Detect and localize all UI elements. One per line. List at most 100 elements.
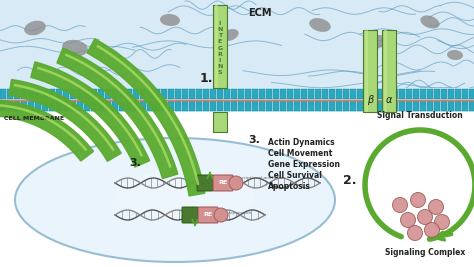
Text: Actin Dynamics: Actin Dynamics	[268, 138, 335, 147]
Bar	[140, 89, 146, 99]
Bar	[336, 89, 342, 99]
Bar	[133, 89, 139, 99]
Bar	[434, 89, 440, 99]
Bar	[385, 101, 391, 111]
Bar	[462, 101, 468, 111]
Bar	[224, 101, 230, 111]
Bar	[315, 101, 321, 111]
Bar	[392, 101, 398, 111]
Bar	[91, 101, 97, 111]
Bar	[217, 101, 223, 111]
Bar	[231, 101, 237, 111]
Bar	[266, 89, 272, 99]
Bar	[357, 89, 363, 99]
FancyBboxPatch shape	[198, 207, 218, 223]
Bar	[189, 89, 195, 99]
Bar	[420, 101, 426, 111]
Text: Transcriptional repression: Transcriptional repression	[195, 211, 251, 215]
Bar	[7, 101, 13, 111]
Bar	[70, 89, 76, 99]
Bar	[14, 89, 20, 99]
Bar	[420, 89, 426, 99]
Bar	[365, 30, 368, 112]
Bar	[0, 101, 6, 111]
Bar	[343, 101, 349, 111]
Polygon shape	[0, 100, 93, 161]
Bar	[462, 89, 468, 99]
Bar	[308, 101, 314, 111]
Polygon shape	[57, 48, 178, 179]
Circle shape	[214, 208, 228, 222]
Bar	[441, 89, 447, 99]
Bar	[245, 89, 251, 99]
Bar	[273, 101, 279, 111]
Bar	[213, 5, 227, 88]
Bar	[343, 89, 349, 99]
Polygon shape	[31, 62, 150, 167]
Bar	[21, 101, 27, 111]
Text: CELL MEMBRANE: CELL MEMBRANE	[4, 116, 64, 121]
Bar	[215, 5, 218, 88]
Bar	[84, 89, 90, 99]
Bar	[231, 89, 237, 99]
Bar	[63, 101, 69, 111]
Bar	[280, 89, 286, 99]
Bar	[238, 101, 244, 111]
Bar	[213, 112, 227, 132]
Circle shape	[229, 176, 243, 190]
Bar	[385, 89, 391, 99]
Bar	[399, 89, 405, 99]
Bar	[301, 101, 307, 111]
Bar	[455, 89, 461, 99]
Bar	[245, 101, 251, 111]
Bar	[182, 101, 188, 111]
Bar	[0, 0, 474, 105]
Bar	[49, 101, 55, 111]
FancyBboxPatch shape	[213, 175, 233, 191]
Circle shape	[428, 199, 444, 214]
Bar	[196, 101, 202, 111]
Bar	[210, 101, 216, 111]
Bar	[77, 101, 83, 111]
Bar	[126, 101, 132, 111]
Text: Transcriptional activation: Transcriptional activation	[230, 176, 285, 180]
Bar	[469, 101, 474, 111]
Bar	[308, 89, 314, 99]
Bar	[35, 101, 41, 111]
Ellipse shape	[221, 29, 239, 41]
Bar	[0, 88, 474, 112]
Bar	[42, 89, 48, 99]
Ellipse shape	[363, 35, 387, 49]
Bar	[364, 101, 370, 111]
Bar	[364, 89, 370, 99]
Ellipse shape	[24, 21, 46, 35]
Text: ECM: ECM	[248, 8, 272, 18]
Bar	[350, 101, 356, 111]
Bar	[84, 101, 90, 111]
Bar	[382, 30, 396, 112]
Bar	[161, 89, 167, 99]
Bar	[259, 89, 265, 99]
Text: α: α	[386, 95, 392, 105]
Text: 3.: 3.	[129, 158, 141, 168]
Bar	[378, 101, 384, 111]
Ellipse shape	[309, 18, 331, 32]
Bar	[399, 101, 405, 111]
FancyBboxPatch shape	[182, 207, 198, 223]
Bar	[273, 89, 279, 99]
Ellipse shape	[62, 40, 88, 56]
Bar	[217, 89, 223, 99]
Bar	[259, 101, 265, 111]
Circle shape	[418, 210, 432, 225]
Bar	[350, 89, 356, 99]
Text: Apoptosis: Apoptosis	[268, 182, 311, 191]
Bar	[371, 101, 377, 111]
Bar	[112, 101, 118, 111]
Bar	[357, 101, 363, 111]
Ellipse shape	[420, 15, 439, 29]
Polygon shape	[87, 39, 205, 196]
Bar	[427, 101, 433, 111]
Bar	[287, 89, 293, 99]
Bar	[252, 89, 258, 99]
Text: I
N
T
E
G
R
I
N
S: I N T E G R I N S	[217, 21, 223, 75]
